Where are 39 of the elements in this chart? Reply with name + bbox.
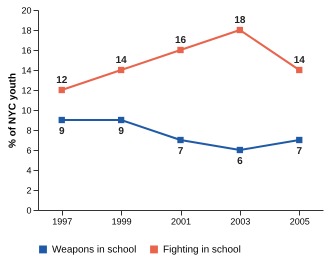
legend-label: Weapons in school (52, 244, 136, 256)
point (58, 86, 65, 94)
data-label: 6 (237, 156, 244, 167)
data-label: 18 (234, 15, 246, 26)
y-tick-label: 20 (21, 6, 32, 16)
point (177, 46, 184, 54)
x-tick-label: 1999 (112, 216, 132, 226)
data-label: 9 (118, 126, 124, 137)
point (236, 26, 244, 34)
data-label: 12 (56, 75, 68, 86)
y-tick-label: 12 (21, 86, 32, 96)
y-tick-label: 8 (26, 126, 32, 136)
point (118, 116, 124, 124)
y-tick-label: 14 (21, 66, 32, 76)
data-label: 14 (116, 55, 128, 66)
y-tick-label: 10 (21, 106, 32, 116)
legend-label: Fighting in school (163, 244, 241, 256)
data-label: 7 (296, 146, 302, 157)
data-label: 14 (294, 55, 306, 66)
data-label: 9 (58, 126, 65, 137)
x-tick-label: 1997 (52, 216, 72, 226)
y-tick-label: 16 (21, 46, 32, 56)
y-tick-label: 4 (26, 166, 32, 176)
point (118, 66, 124, 74)
y-tick-label: 18 (21, 26, 32, 36)
point (177, 136, 184, 144)
y-axis-title: % of NYC youth (7, 73, 18, 148)
y-tick-label: 6 (26, 146, 32, 156)
point (296, 66, 302, 74)
y-tick-label: 2 (26, 186, 32, 196)
x-tick-label: 2005 (290, 216, 310, 226)
point (58, 116, 65, 124)
y-tick-label: 0 (26, 206, 32, 216)
data-label: 7 (178, 146, 184, 157)
data-label: 16 (174, 35, 186, 46)
point (296, 136, 302, 144)
x-tick-label: 2001 (170, 216, 192, 226)
x-tick-label: 2003 (230, 216, 250, 226)
point (236, 146, 244, 154)
